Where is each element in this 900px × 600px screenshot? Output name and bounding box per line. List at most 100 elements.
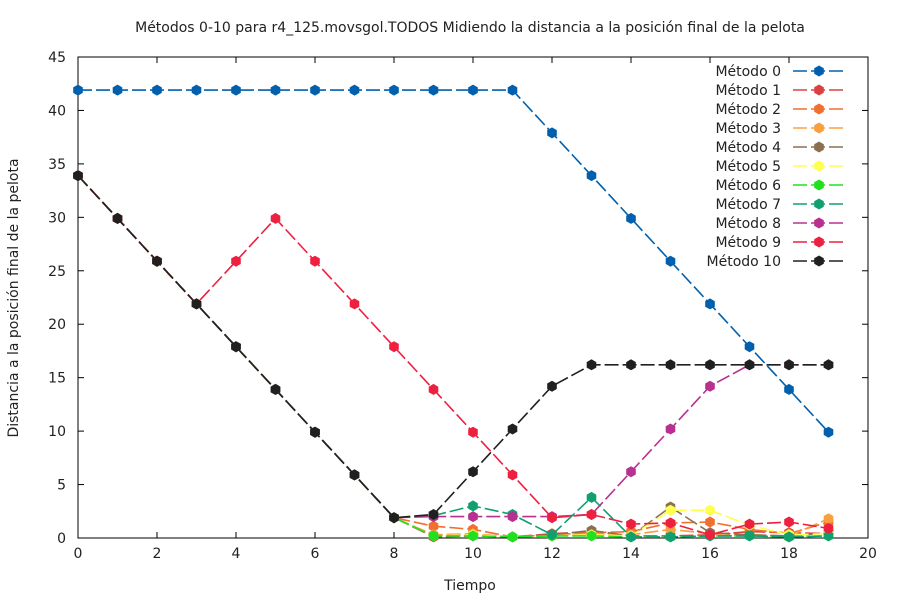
data-point: [112, 84, 123, 96]
legend-label: Método 10: [707, 254, 781, 270]
y-tick-label: 45: [48, 50, 66, 66]
data-point: [270, 84, 281, 96]
data-point: [823, 359, 834, 371]
series-10: [73, 170, 834, 524]
data-point: [547, 529, 557, 541]
data-point: [231, 84, 241, 96]
data-point: [310, 426, 320, 438]
y-tick-label: 15: [48, 371, 66, 387]
legend-marker: [814, 160, 824, 172]
data-point: [270, 212, 281, 224]
data-point: [112, 212, 123, 224]
data-point: [389, 341, 399, 353]
data-point: [784, 383, 794, 395]
data-point: [507, 531, 518, 543]
data-point: [705, 529, 715, 541]
y-tick-label: 10: [48, 424, 66, 440]
x-tick-label: 10: [464, 546, 482, 562]
data-point: [428, 84, 439, 96]
data-point: [152, 84, 162, 96]
legend-marker: [814, 255, 824, 267]
data-point: [231, 255, 241, 267]
data-point: [784, 531, 794, 543]
data-point: [705, 516, 715, 528]
data-point: [784, 359, 794, 371]
data-point: [507, 469, 518, 481]
data-point: [468, 84, 478, 96]
x-tick-label: 8: [390, 546, 399, 562]
legend-marker: [814, 217, 824, 229]
x-axis: 0 2 4 6 8 10 12 14 16 18 20: [74, 57, 877, 562]
y-tick-label: 40: [48, 103, 66, 119]
data-point: [349, 298, 360, 310]
data-point: [428, 509, 439, 520]
data-point: [191, 298, 202, 310]
legend-label: Método 2: [715, 102, 781, 118]
legend-marker: [814, 103, 824, 115]
data-point: [705, 359, 715, 371]
y-axis: 0 5 10 15 20 25 30 35 40 45: [48, 50, 868, 547]
data-point: [428, 530, 439, 542]
data-point: [507, 84, 518, 96]
data-point: [468, 530, 478, 542]
data-point: [665, 517, 676, 529]
data-point: [389, 512, 399, 524]
legend-label: Método 4: [715, 140, 781, 156]
data-point: [73, 170, 83, 182]
data-point: [191, 84, 202, 96]
data-point: [231, 341, 241, 353]
series-layer: [73, 84, 834, 543]
data-point: [705, 380, 715, 392]
x-tick-label: 0: [74, 546, 83, 562]
y-axis-label: Distancia a la posición final de la pelo…: [6, 158, 22, 437]
data-point: [586, 170, 597, 182]
chart-title: Métodos 0-10 para r4_125.movsgol.TODOS M…: [135, 20, 805, 36]
x-tick-label: 18: [780, 546, 798, 562]
legend-marker: [814, 179, 824, 191]
data-point: [586, 530, 597, 542]
data-point: [744, 341, 755, 353]
legend-label: Método 5: [715, 159, 781, 175]
data-point: [507, 423, 518, 435]
data-point: [665, 531, 676, 543]
data-point: [468, 426, 478, 438]
y-tick-label: 5: [57, 478, 66, 494]
legend-label: Método 6: [715, 178, 781, 194]
data-point: [626, 212, 636, 224]
data-point: [73, 84, 83, 96]
legend-label: Método 9: [715, 235, 781, 251]
data-point: [428, 383, 439, 395]
series-line: [77, 175, 829, 536]
data-point: [784, 516, 794, 528]
y-tick-label: 30: [48, 210, 66, 226]
data-point: [744, 530, 755, 542]
data-point: [744, 518, 755, 530]
data-point: [665, 359, 676, 371]
data-point: [349, 469, 360, 481]
data-point: [468, 500, 478, 512]
data-point: [507, 511, 518, 523]
data-point: [310, 84, 320, 96]
data-point: [468, 466, 478, 478]
data-point: [665, 423, 676, 435]
legend-marker: [814, 84, 824, 96]
legend-marker: [814, 198, 824, 210]
data-point: [705, 298, 715, 310]
data-point: [428, 520, 439, 532]
data-point: [586, 509, 597, 520]
legend-marker: [814, 236, 824, 248]
legend: Método 0 Método 1 Método 2 Método 3 Método 4…: [707, 64, 845, 270]
data-point: [744, 359, 755, 371]
series-line: [78, 89, 830, 433]
legend-marker: [814, 65, 824, 77]
data-point: [547, 512, 557, 524]
x-tick-label: 14: [622, 546, 640, 562]
legend-label: Método 0: [715, 64, 781, 80]
data-point: [823, 513, 834, 525]
y-tick-label: 20: [48, 317, 66, 333]
legend-marker: [814, 141, 824, 153]
data-point: [152, 255, 162, 267]
data-point: [823, 522, 834, 534]
data-point: [665, 255, 676, 267]
data-point: [586, 359, 597, 371]
